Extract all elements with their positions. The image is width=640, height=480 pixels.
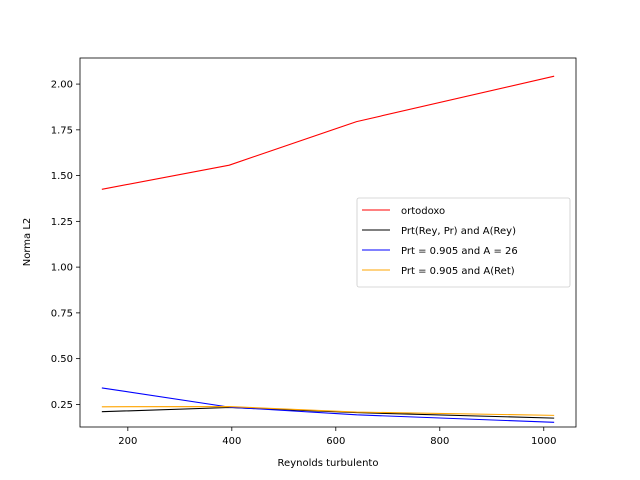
series-line-2 [101,406,555,419]
y-tick-label: 0.75 [51,308,73,319]
legend-label-3: Prt = 0.905 and A = 26 [401,246,518,257]
x-tick-label: 1000 [531,436,556,447]
y-tick-label: 0.50 [51,354,73,365]
y-axis-ticks: 0.25 0.50 0.75 1.00 1.25 1.50 1.75 2.00 [51,80,80,411]
x-axis-ticks: 200 400 600 800 1000 [118,427,556,447]
x-tick-label: 600 [326,436,345,447]
x-tick-label: 400 [222,436,241,447]
legend-label-1: ortodoxo [401,206,445,217]
series-layer [101,75,555,423]
legend: ortodoxo Prt(Rey, Pr) and A(Rey) Prt = 0.9… [356,197,571,288]
legend-box [356,197,571,288]
series-line-1 [101,75,555,190]
y-axis-label: Norma L2 [22,218,33,267]
y-tick-label: 1.75 [51,125,73,136]
legend-label-4: Prt = 0.905 and A(Ret) [401,266,515,277]
y-tick-label: 0.25 [51,400,73,411]
series-line-3 [101,387,555,423]
y-tick-label: 1.50 [51,171,73,182]
plot-frame [79,57,577,428]
series-line-4 [101,406,555,416]
x-tick-label: 200 [118,436,137,447]
legend-label-2: Prt(Rey, Pr) and A(Rey) [401,226,516,237]
y-tick-label: 1.25 [51,217,73,228]
y-tick-label: 2.00 [51,80,73,91]
x-axis-label: Reynolds turbulento [278,458,379,469]
y-tick-label: 1.00 [51,263,73,274]
x-tick-label: 800 [430,436,449,447]
